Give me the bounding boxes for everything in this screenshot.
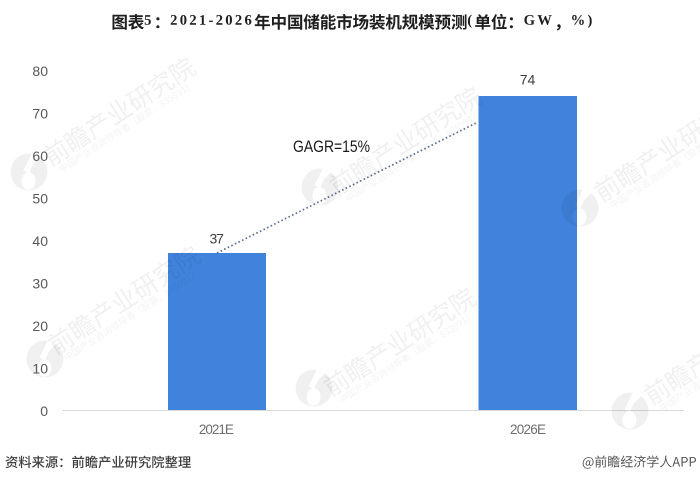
svg-text:70: 70 — [32, 106, 48, 122]
svg-text:80: 80 — [32, 63, 48, 79]
svg-text:20: 20 — [32, 318, 48, 334]
svg-text:50: 50 — [32, 191, 48, 207]
svg-text:GAGR=15%: GAGR=15% — [293, 137, 370, 156]
svg-text:30: 30 — [32, 276, 48, 292]
svg-text:74: 74 — [520, 71, 536, 87]
svg-text:10: 10 — [32, 361, 48, 377]
svg-text:2021E: 2021E — [199, 422, 234, 437]
svg-text:40: 40 — [32, 233, 48, 249]
svg-text:2026E: 2026E — [510, 422, 546, 437]
svg-text:0: 0 — [40, 403, 48, 419]
svg-text:37: 37 — [209, 231, 224, 247]
svg-text:60: 60 — [32, 148, 48, 164]
